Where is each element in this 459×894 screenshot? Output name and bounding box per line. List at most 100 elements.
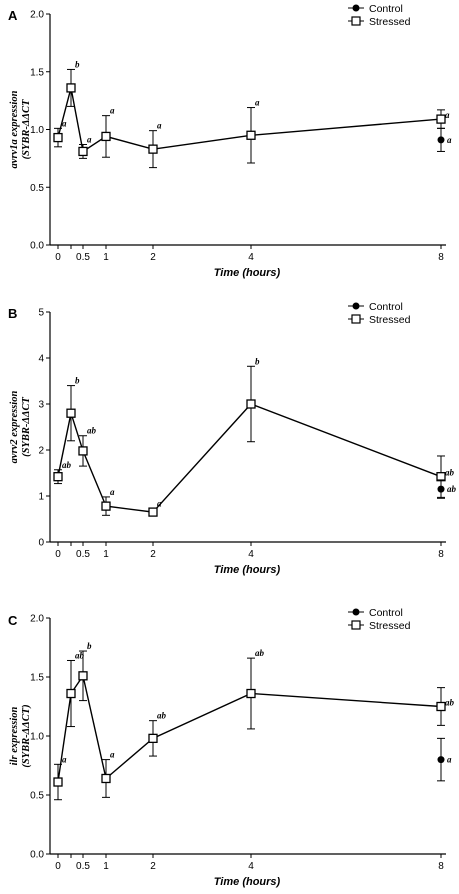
data-point-stressed [246, 130, 256, 140]
data-point-stressed [246, 688, 256, 699]
y-tick-label: 1.5 [30, 67, 44, 78]
significance-label: a [110, 487, 115, 497]
x-tick-label: 2 [150, 861, 156, 872]
panel-letter: B [8, 306, 17, 321]
data-point-stressed [78, 671, 88, 681]
data-point-stressed [78, 146, 88, 157]
significance-label: b [87, 641, 92, 651]
x-tick-label: 0.5 [76, 549, 90, 560]
significance-label: a [157, 498, 162, 508]
chart-panel-b: B 0 1 2 3 4 5 0 0.5 1 2 4 8 Time (hours) avrv2 express… [8, 301, 457, 576]
data-point-control [437, 485, 445, 493]
y-tick-label: 0.0 [30, 241, 44, 252]
data-point-stressed [66, 83, 76, 93]
significance-label: a [445, 110, 450, 120]
y-axis-title-unit: (SYBR-ΔΔCT [21, 396, 32, 456]
chart-panel-a: A 0.0 0.5 1.0 1.5 2.0 0 0.5 1 2 4 8 Time (hours) avrv… [8, 3, 452, 279]
y-tick-label: 3 [38, 400, 44, 411]
significance-label: a [62, 754, 67, 764]
significance-label: ab [445, 468, 455, 478]
data-point-stressed [101, 131, 111, 142]
data-point-control [437, 756, 445, 764]
legend-marker-control [352, 4, 360, 12]
x-tick-label: 4 [248, 549, 254, 560]
data-point-stressed [148, 144, 158, 154]
data-point-stressed [436, 114, 446, 124]
y-tick-label: 1.0 [30, 125, 44, 136]
x-tick-label: 0.5 [76, 252, 90, 263]
significance-label: b [255, 356, 260, 366]
x-tick-label: 2 [150, 252, 156, 263]
significance-label: ab [447, 484, 457, 494]
data-point-stressed [78, 446, 88, 456]
chart-panel-c: C 0.0 0.5 1.0 1.5 2.0 0 0.5 1 2 4 8 Time (hours) ilr … [8, 607, 455, 888]
significance-label: a [157, 121, 162, 131]
significance-label: a [447, 135, 452, 145]
significance-label: ab [157, 711, 167, 721]
x-axis-title: Time (hours) [214, 267, 281, 279]
x-tick-label: 4 [248, 861, 254, 872]
legend-label-stressed: Stressed [369, 620, 411, 632]
significance-label: ab [445, 698, 455, 708]
significance-label: a [62, 118, 67, 128]
legend-label-control: Control [369, 607, 403, 619]
x-tick-label: 1 [103, 549, 109, 560]
data-point-control [437, 136, 445, 144]
legend-marker-stressed [351, 620, 361, 630]
y-tick-label: 4 [38, 354, 44, 365]
y-tick-label: 1.5 [30, 673, 44, 684]
legend-marker-stressed [351, 314, 361, 324]
y-axis-title: ilr expression [9, 707, 20, 766]
data-point-stressed [53, 132, 63, 143]
y-tick-label: 2.0 [30, 614, 44, 625]
legend-marker-stressed [351, 16, 361, 26]
significance-label: b [75, 59, 80, 69]
data-point-stressed [53, 472, 63, 482]
significance-label: ab [75, 650, 85, 660]
panel-letter: C [8, 613, 18, 628]
y-tick-label: 0 [38, 538, 44, 549]
significance-label: ab [87, 426, 97, 436]
data-point-stressed [101, 501, 111, 511]
data-point-stressed [148, 507, 158, 517]
legend-label-control: Control [369, 3, 403, 15]
y-tick-label: 2 [38, 446, 44, 457]
x-tick-label: 8 [438, 252, 444, 263]
y-axis-title: avrv1a expression [9, 90, 20, 168]
x-tick-label: 4 [248, 252, 254, 263]
legend-label-stressed: Stressed [369, 314, 411, 326]
data-point-stressed [246, 399, 256, 409]
data-point-stressed [53, 777, 63, 787]
significance-label: a [110, 106, 115, 116]
significance-label: ab [255, 648, 265, 658]
significance-label: a [255, 98, 260, 108]
significance-label: a [87, 135, 92, 145]
y-tick-label: 0.5 [30, 183, 44, 194]
x-tick-label: 0.5 [76, 861, 90, 872]
legend-marker-control [352, 302, 360, 310]
significance-label: ab [62, 460, 72, 470]
y-axis-title-unit: (SYBR-ΔΔCT) [21, 704, 32, 767]
legend-label-control: Control [369, 301, 403, 313]
x-tick-label: 8 [438, 549, 444, 560]
x-tick-label: 1 [103, 861, 109, 872]
x-tick-label: 0 [55, 252, 61, 263]
data-point-stressed [148, 733, 158, 744]
x-tick-label: 8 [438, 861, 444, 872]
legend-label-stressed: Stressed [369, 16, 411, 28]
y-axis-title-unit: (SYBR-ΔΔCT [21, 99, 32, 159]
significance-label: a [447, 755, 452, 765]
y-tick-label: 2.0 [30, 10, 44, 21]
series-line-stressed [57, 87, 442, 153]
x-tick-label: 0 [55, 549, 61, 560]
x-axis-title: Time (hours) [214, 564, 281, 576]
data-point-stressed [436, 701, 446, 712]
legend-marker-control [352, 608, 360, 616]
x-axis-title: Time (hours) [214, 876, 281, 888]
series-line-stressed [57, 403, 442, 513]
y-tick-label: 0.5 [30, 791, 44, 802]
y-axis-title: avrv2 expression [9, 391, 20, 464]
panel-letter: A [8, 8, 18, 23]
x-tick-label: 2 [150, 549, 156, 560]
